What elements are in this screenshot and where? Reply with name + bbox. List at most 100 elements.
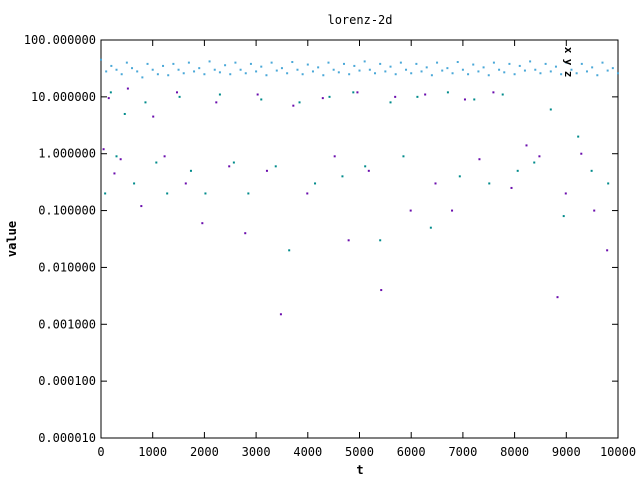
data-point-z [353,64,356,67]
data-point-z [234,61,237,64]
data-point-z [322,74,325,77]
data-point-z [156,73,159,76]
data-point-x [279,313,282,316]
y-tick-label: 0.000010 [38,431,96,445]
data-point-z [327,61,330,64]
data-point-z [394,73,397,76]
data-point-y [247,192,250,195]
data-point-z [368,68,371,71]
data-point-z [529,60,532,63]
x-tick-label: 6000 [397,445,426,459]
data-point-z [498,68,501,71]
data-point-z [467,73,470,76]
data-point-z [363,60,366,63]
data-point-y [446,91,449,94]
data-point-z [420,70,423,73]
data-point-z [265,74,268,77]
data-point-z [539,72,542,75]
data-point-x [140,205,143,208]
y-tick-label: 0.100000 [38,204,96,218]
data-point-x [228,165,231,168]
data-point-z [229,73,232,76]
x-axis-ticks: 0 1000 2000 3000 4000 5000 6000 7000 8000 9000 100… [97,40,636,459]
data-point-z [120,73,123,76]
data-point-z [384,70,387,73]
data-point-y [189,169,192,172]
x-tick-label: 3000 [242,445,271,459]
data-point-z [415,62,418,65]
data-point-x [102,148,105,151]
data-point-y [144,101,147,104]
data-point-z [446,67,449,70]
data-point-z [286,72,289,75]
data-point-y [402,155,405,158]
legend-label-x: x [562,47,575,54]
data-point-z [260,65,263,68]
data-point-z [100,58,102,61]
data-point-x [107,97,110,100]
data-point-z [172,62,175,65]
data-point-y [562,215,565,218]
data-point-z [591,66,594,69]
data-point-x [333,155,336,158]
data-point-z [456,61,459,64]
data-point-x [434,182,437,185]
data-point-x [409,209,412,212]
data-point-y [501,93,504,96]
data-point-x [126,87,129,90]
legend-label-y: y [562,59,575,66]
data-point-x [510,186,513,189]
data-point-y [473,98,476,101]
data-point-y [109,91,112,94]
x-tick-label: 4000 [293,445,322,459]
data-point-z [337,71,340,74]
x-tick-label: 8000 [500,445,529,459]
x-tick-label: 7000 [448,445,477,459]
data-point-z [136,70,139,73]
data-point-x [451,209,454,212]
data-point-z [523,69,526,72]
data-point-z [617,72,619,75]
data-point-z [110,64,113,67]
data-point-x [292,104,295,107]
data-point-z [606,69,609,72]
data-point-z [580,62,583,65]
data-point-y [533,161,536,164]
data-point-z [565,61,568,64]
data-point-z [296,68,299,71]
data-point-x [175,91,178,94]
data-point-z [255,70,258,73]
data-point-x [347,239,350,242]
data-point-z [503,71,506,74]
data-point-x [113,172,116,175]
data-point-z [534,68,537,71]
x-tick-label: 2000 [190,445,219,459]
data-point-y [298,101,301,104]
data-point-z [477,70,480,73]
data-point-z [306,63,309,66]
data-point-z [193,70,196,73]
data-point-x [201,222,204,225]
legend-label-z: z [562,71,575,78]
data-point-y [178,95,181,98]
data-point-x [580,152,583,155]
data-point-y [288,249,291,252]
data-point-z [585,70,588,73]
data-point-z [162,64,165,67]
data-point-y [590,169,593,172]
data-point-z [430,74,433,77]
data-point-z [518,64,521,67]
x-tick-label: 0 [97,445,104,459]
data-point-z [146,62,149,65]
data-point-z [570,68,573,71]
data-point-y [274,165,277,168]
x-tick-label: 9000 [552,445,581,459]
data-point-x [163,155,166,158]
data-point-z [425,66,428,69]
data-point-x [394,95,397,98]
data-point-z [203,73,206,76]
data-point-x [184,182,187,185]
data-point-x [492,91,495,94]
data-point-x [265,169,268,172]
